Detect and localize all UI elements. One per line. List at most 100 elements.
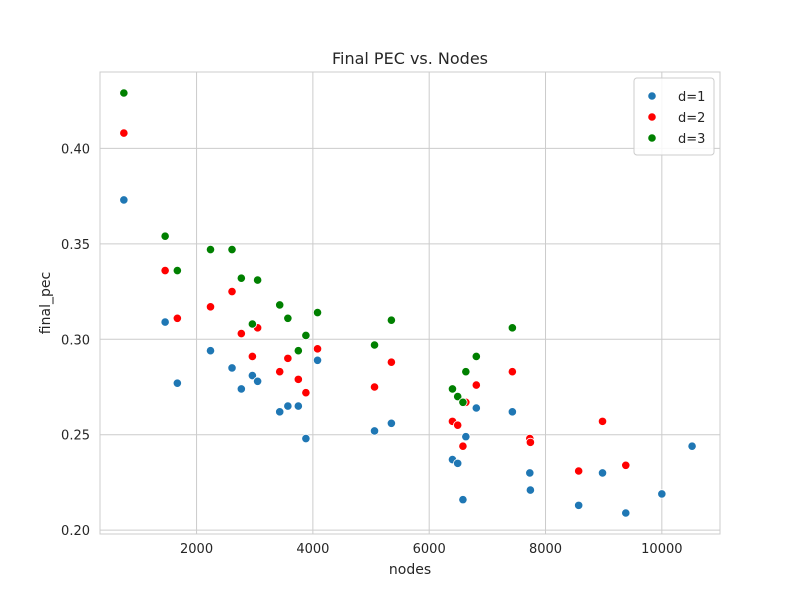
data-point xyxy=(275,367,285,377)
data-point xyxy=(275,300,285,310)
data-point xyxy=(275,407,285,417)
data-point xyxy=(247,370,257,381)
y-tick-label: 0.35 xyxy=(61,238,90,253)
legend-label: d=1 xyxy=(678,90,705,105)
data-point xyxy=(293,374,303,384)
data-point xyxy=(525,485,535,495)
data-point xyxy=(621,508,631,518)
data-point xyxy=(597,416,608,426)
plot-background xyxy=(100,72,720,534)
data-point xyxy=(119,88,129,98)
data-points xyxy=(119,88,697,518)
data-point xyxy=(621,460,631,470)
data-point xyxy=(687,441,697,451)
x-tick-label: 6000 xyxy=(413,542,446,557)
data-point xyxy=(386,357,396,367)
legend-label: d=3 xyxy=(678,132,705,147)
legend-marker xyxy=(647,91,657,101)
data-point xyxy=(301,330,311,341)
data-point xyxy=(312,307,323,318)
x-axis-ticks: 2000 4000 6000 8000 10000 xyxy=(180,542,683,557)
legend: d=1 d=2 d=3 xyxy=(633,77,715,156)
data-point xyxy=(160,231,170,241)
data-point xyxy=(386,315,396,325)
data-point xyxy=(205,346,216,356)
legend-marker xyxy=(647,112,657,122)
data-point xyxy=(160,265,170,276)
data-point xyxy=(119,195,129,205)
data-point xyxy=(453,391,463,402)
x-axis-label: nodes xyxy=(389,562,431,578)
data-point xyxy=(458,495,468,505)
data-point xyxy=(227,244,237,255)
y-tick-label: 0.20 xyxy=(61,524,90,539)
data-point xyxy=(119,128,129,138)
data-point xyxy=(471,403,481,413)
data-point xyxy=(205,302,216,312)
data-point xyxy=(471,351,481,362)
data-point xyxy=(461,367,471,377)
data-point xyxy=(236,384,246,394)
data-point xyxy=(247,319,257,329)
data-point xyxy=(597,468,608,478)
legend-marker xyxy=(647,133,657,143)
data-point xyxy=(386,418,396,428)
data-point xyxy=(471,380,481,390)
plot-area xyxy=(99,71,721,535)
data-point xyxy=(447,384,458,394)
data-point xyxy=(507,407,517,417)
data-point xyxy=(507,367,517,377)
series-d2 xyxy=(119,128,631,476)
data-point xyxy=(283,353,293,363)
data-point xyxy=(172,378,182,388)
data-point xyxy=(253,275,263,285)
y-tick-label: 0.30 xyxy=(61,333,90,348)
data-point xyxy=(301,433,311,444)
data-point xyxy=(253,376,263,386)
data-point xyxy=(369,426,380,436)
data-point xyxy=(312,355,323,365)
data-point xyxy=(369,340,380,350)
data-point xyxy=(525,468,535,478)
data-point xyxy=(293,346,303,356)
data-point xyxy=(507,323,517,333)
data-point xyxy=(283,401,293,411)
data-point xyxy=(458,441,468,451)
data-point xyxy=(453,420,463,430)
y-axis-label: final_pec xyxy=(38,272,54,334)
legend-label: d=2 xyxy=(678,111,705,126)
data-point xyxy=(227,286,237,297)
y-tick-label: 0.25 xyxy=(61,429,90,444)
plot-frame xyxy=(99,71,721,535)
data-point xyxy=(458,397,468,407)
y-axis-ticks: 0.20 0.25 0.30 0.35 0.40 xyxy=(61,142,90,539)
data-point xyxy=(312,344,323,354)
data-point xyxy=(160,317,170,327)
data-point xyxy=(525,437,535,447)
x-tick-label: 8000 xyxy=(529,542,562,557)
data-point xyxy=(236,273,246,283)
data-point xyxy=(301,388,311,398)
data-point xyxy=(657,489,667,499)
series-d3 xyxy=(119,88,517,407)
data-point xyxy=(172,265,182,276)
data-point xyxy=(172,313,182,323)
data-point xyxy=(574,466,584,476)
x-tick-label: 2000 xyxy=(180,542,213,557)
y-tick-label: 0.40 xyxy=(61,142,90,157)
series-d1 xyxy=(119,195,697,518)
data-point xyxy=(453,458,463,468)
x-tick-label: 4000 xyxy=(296,542,329,557)
data-point xyxy=(247,351,257,362)
data-point xyxy=(227,363,237,373)
x-tick-label: 10000 xyxy=(641,542,682,557)
chart-title: Final PEC vs. Nodes xyxy=(332,49,488,68)
data-point xyxy=(369,382,380,392)
data-point xyxy=(236,328,246,339)
data-point xyxy=(461,432,471,442)
data-point xyxy=(574,500,584,510)
data-point xyxy=(283,313,293,323)
data-point xyxy=(205,244,216,255)
data-point xyxy=(293,401,303,411)
